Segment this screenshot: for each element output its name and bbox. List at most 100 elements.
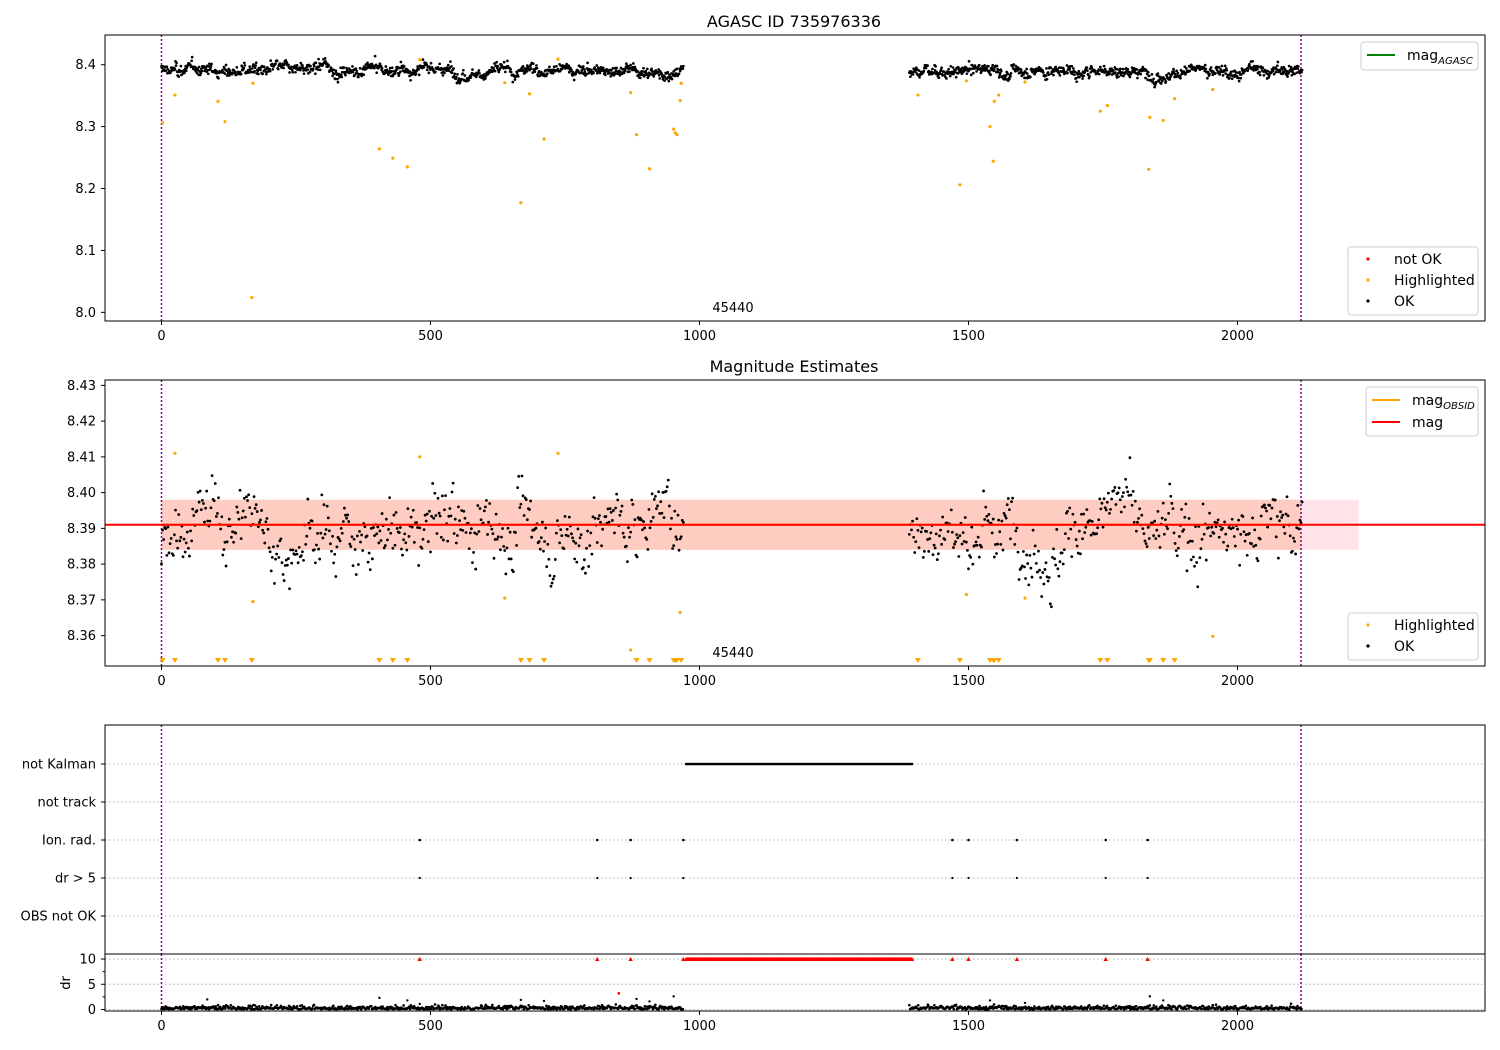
ok-point: [543, 540, 546, 543]
ok-point: [1119, 73, 1123, 77]
ok-point: [521, 494, 525, 498]
ok-point: [178, 539, 182, 543]
ok-point: [434, 514, 438, 517]
ok-point: [417, 68, 421, 71]
ok-point: [396, 65, 400, 69]
ok-point: [254, 64, 257, 67]
ok-point: [592, 71, 595, 75]
highlighted-point: [173, 93, 177, 97]
ok-point: [174, 64, 178, 67]
ok-point: [271, 67, 275, 71]
ok-point: [1088, 519, 1092, 523]
ok-point: [196, 490, 200, 494]
ok-point: [234, 531, 238, 535]
ok-point: [651, 515, 655, 519]
ion-rad-flag-point: [629, 838, 632, 842]
ok-point: [428, 509, 431, 513]
ok-point: [208, 62, 211, 66]
agasc-y-tick-label: 8.3: [75, 120, 96, 135]
ok-point: [493, 69, 497, 73]
ok-point: [1201, 502, 1205, 506]
ok-point: [1251, 516, 1254, 520]
ok-point: [1167, 511, 1171, 515]
ok-point: [361, 549, 365, 552]
ok-point: [425, 63, 429, 67]
ok-point: [987, 512, 991, 516]
ok-point: [970, 525, 974, 529]
ok-point: [914, 540, 918, 544]
ok-point: [254, 503, 258, 507]
ok-point: [1233, 544, 1237, 548]
ok-point: [964, 540, 968, 544]
dr-point: [201, 1004, 204, 1008]
ok-point: [1168, 482, 1172, 486]
ok-point: [926, 64, 929, 67]
ok-point: [405, 548, 409, 552]
ok-point: [204, 506, 208, 510]
ok-point: [997, 68, 1000, 72]
ok-point: [1076, 551, 1080, 555]
ok-point: [314, 72, 317, 76]
legend-magnitude-points: Highlighted OK: [1347, 612, 1479, 661]
ok-point: [1209, 534, 1213, 538]
ok-point: [433, 70, 437, 74]
highlighted-point: [251, 81, 255, 85]
ok-point: [1117, 486, 1121, 490]
ok-point: [555, 64, 558, 68]
ok-point: [289, 548, 293, 552]
ok-point: [572, 539, 576, 543]
ok-point: [312, 64, 316, 68]
ok-point: [1049, 66, 1053, 70]
ok-point: [1287, 71, 1290, 75]
ok-point: [1293, 540, 1296, 543]
ok-point: [175, 61, 178, 65]
ok-point: [665, 485, 669, 489]
dr-point: [1154, 1005, 1158, 1008]
ok-point: [1109, 507, 1112, 511]
ok-point: [389, 531, 393, 535]
ok-point: [525, 518, 529, 522]
ok-point: [373, 534, 376, 538]
ok-point: [1024, 577, 1027, 580]
dr-point: [977, 1007, 981, 1011]
ok-point: [542, 549, 545, 553]
ok-point: [242, 66, 246, 70]
ok-point: [1296, 504, 1300, 507]
ok-point: [522, 514, 526, 517]
ok-point: [1052, 547, 1055, 551]
ok-point: [1103, 506, 1107, 510]
ok-point: [553, 558, 557, 561]
ok-point: [316, 532, 319, 535]
ok-point: [653, 495, 657, 498]
ok-point: [407, 535, 411, 538]
dr-point: [1134, 1004, 1138, 1008]
ok-point: [1143, 539, 1147, 543]
dr-point: [223, 1007, 227, 1010]
ok-point: [1222, 540, 1225, 544]
ok-point: [175, 539, 178, 543]
ok-point: [549, 71, 553, 75]
ok-point: [911, 73, 915, 76]
ok-point: [340, 531, 344, 535]
ok-point: [670, 77, 674, 81]
highlighted-point: [216, 99, 220, 103]
ok-point: [924, 66, 928, 70]
off-scale-marker: [404, 658, 411, 663]
ion-rad-flag-point: [1146, 838, 1149, 842]
ok-point: [643, 526, 647, 530]
ok-point: [369, 526, 373, 530]
ok-point: [1231, 526, 1235, 530]
ok-point: [1296, 64, 1300, 68]
ok-point: [366, 61, 369, 65]
ok-point: [1223, 520, 1227, 524]
ok-point: [207, 65, 211, 68]
ok-point: [1190, 539, 1194, 543]
ok-point: [254, 61, 258, 65]
ok-point: [662, 516, 666, 519]
highlighted-point: [997, 93, 1001, 97]
ok-point: [453, 72, 457, 76]
ok-point: [1152, 534, 1155, 538]
ok-point: [1180, 508, 1183, 511]
legend-entry-label: Highlighted: [1394, 273, 1475, 289]
ok-point: [1029, 75, 1032, 79]
